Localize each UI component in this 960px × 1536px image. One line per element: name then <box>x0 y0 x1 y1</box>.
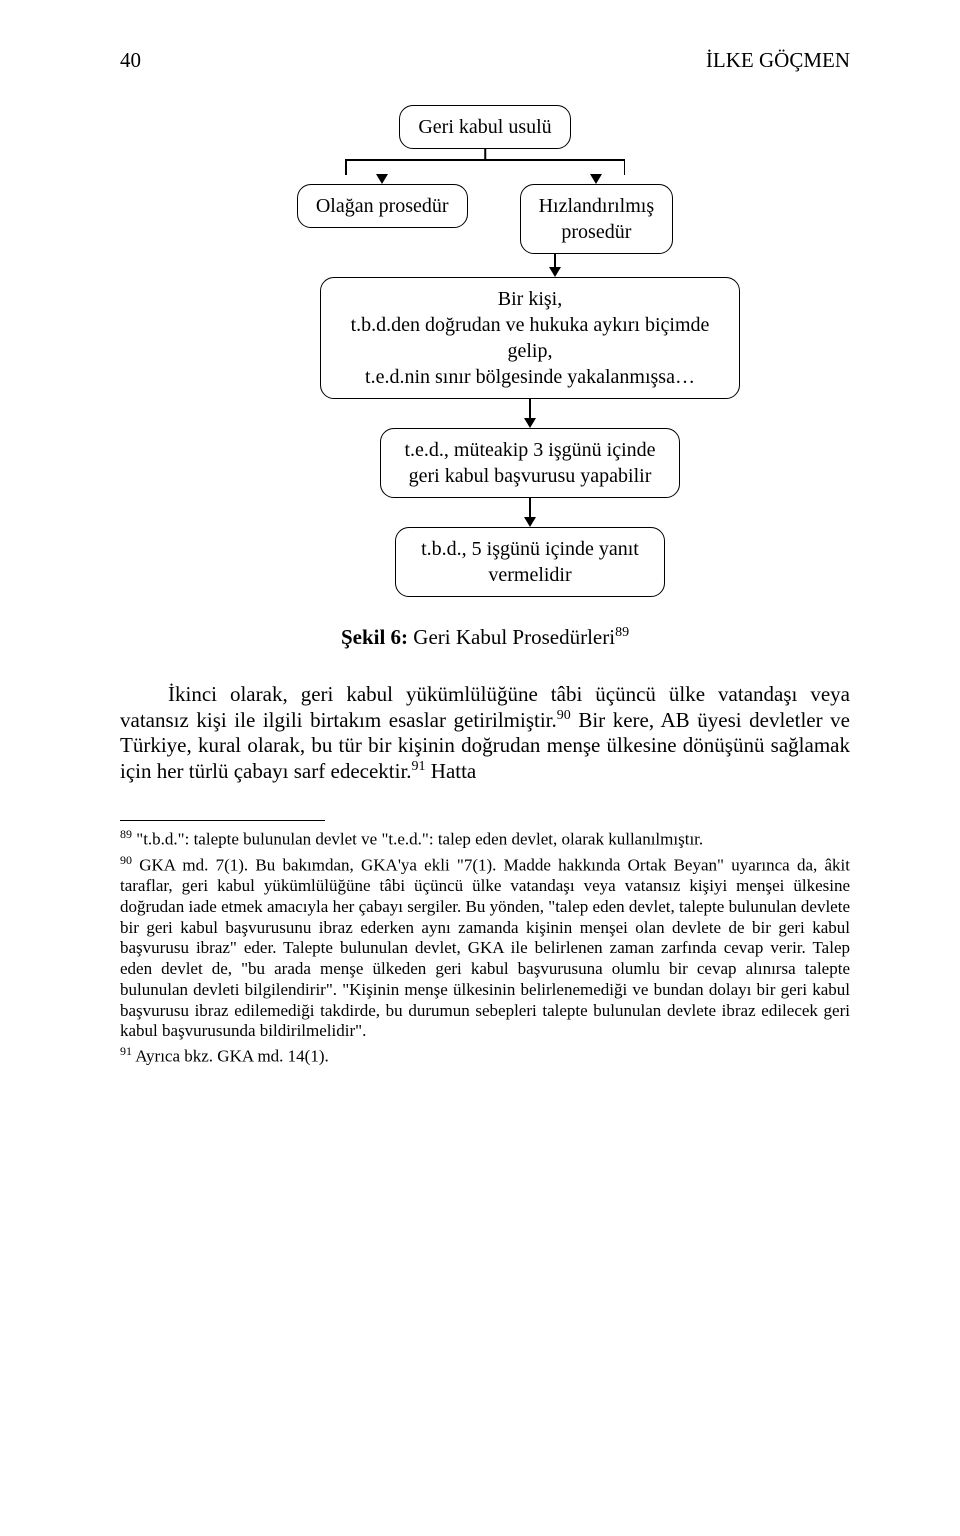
footnote-89: 89 "t.b.d.": talepte bulunulan devlet ve… <box>120 827 850 850</box>
arrow-stem <box>554 254 556 268</box>
flow-arrow-45 <box>524 498 536 527</box>
flow-col-left: Olağan prosedür <box>297 175 468 228</box>
flow-box-root: Geri kabul usulü <box>399 105 570 149</box>
arrow-down-icon <box>524 418 536 428</box>
flow-box-condition: Bir kişi, t.b.d.den doğrudan ve hukuka a… <box>320 277 740 399</box>
body-text-c: Hatta <box>426 759 477 783</box>
split-connector <box>345 149 625 175</box>
footnote-text-91: Ayrıca bkz. GKA md. 14(1). <box>132 1047 329 1066</box>
flow-box-fast-line2: prosedür <box>561 221 631 243</box>
footnote-num-90: 90 <box>120 853 132 867</box>
footnote-90: 90 GKA md. 7(1). Bu bakımdan, GKA'ya ekl… <box>120 853 850 1042</box>
footnote-num-91: 91 <box>120 1044 132 1058</box>
flow-box-fast-line1: Hızlandırılmış <box>539 195 655 217</box>
flow-merge-col <box>409 254 561 277</box>
arrow-stem <box>529 399 531 419</box>
flow-box-fast: Hızlandırılmış prosedür <box>520 184 674 254</box>
figure-caption: Şekil 6: Geri Kabul Prosedürleri89 <box>120 625 850 650</box>
flow-box-reply-line2: vermelidir <box>488 564 571 586</box>
arrow-down-icon <box>524 517 536 527</box>
flow-box-apply-line1: t.e.d., müteakip 3 işgünü içinde <box>404 439 655 461</box>
flow-box-condition-line4: t.e.d.nin sınır bölgesinde yakalanmışsa… <box>365 366 695 388</box>
arrow-down-icon <box>376 174 388 184</box>
flowchart: Geri kabul usulü Olağan prosedür Hızland… <box>120 105 850 597</box>
arrow-stem <box>529 498 531 518</box>
flow-box-root-text: Geri kabul usulü <box>418 116 551 138</box>
page-number: 40 <box>120 48 141 73</box>
flow-box-condition-line2: t.b.d.den doğrudan ve hukuka aykırı biçi… <box>351 314 710 336</box>
flow-arrow-34 <box>524 399 536 428</box>
flow-box-condition-line1: Bir kişi, <box>498 288 562 310</box>
figure-caption-label: Şekil 6: <box>341 625 408 649</box>
footnote-ref-91: 91 <box>412 759 426 774</box>
footnote-text-89: "t.b.d.": talepte bulunulan devlet ve "t… <box>132 830 703 849</box>
footnote-separator <box>120 820 325 821</box>
flow-box-normal-text: Olağan prosedür <box>316 195 449 217</box>
arrow-down-icon <box>549 267 561 277</box>
flow-box-reply-line1: t.b.d., 5 işgünü içinde yanıt <box>421 538 639 560</box>
flow-box-apply-line2: geri kabul başvurusu yapabilir <box>409 465 652 487</box>
flow-col-right: Hızlandırılmış prosedür <box>520 175 674 254</box>
arrow-down-icon <box>590 174 602 184</box>
flow-box-reply: t.b.d., 5 işgünü içinde yanıt vermelidir <box>395 527 665 597</box>
figure-caption-text: Geri Kabul Prosedürleri <box>408 625 615 649</box>
footnote-text-90: GKA md. 7(1). Bu bakımdan, GKA'ya ekli "… <box>120 855 850 1040</box>
body-paragraph: İkinci olarak, geri kabul yükümlülüğüne … <box>120 682 850 784</box>
flow-box-normal: Olağan prosedür <box>297 184 468 228</box>
footnote-ref-89: 89 <box>615 625 629 640</box>
page-header: 40 İLKE GÖÇMEN <box>120 48 850 73</box>
footnote-91: 91 Ayrıca bkz. GKA md. 14(1). <box>120 1044 850 1067</box>
flow-box-condition-line3: gelip, <box>508 340 553 362</box>
flow-box-apply: t.e.d., müteakip 3 işgünü içinde geri ka… <box>380 428 680 498</box>
footnote-num-89: 89 <box>120 827 132 841</box>
author-name: İLKE GÖÇMEN <box>706 48 850 73</box>
footnote-ref-90: 90 <box>557 708 571 723</box>
flow-row-branches: Olağan prosedür Hızlandırılmış prosedür <box>297 175 673 254</box>
